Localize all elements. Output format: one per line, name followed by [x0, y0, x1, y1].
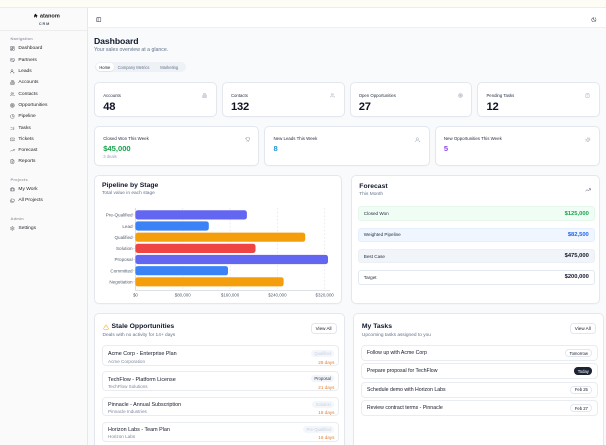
- svg-text:$240,000: $240,000: [268, 292, 287, 297]
- svg-text:$320,000: $320,000: [316, 292, 335, 297]
- svg-text:Proposal: Proposal: [114, 257, 132, 262]
- svg-text:$80,000: $80,000: [175, 292, 191, 297]
- svg-text:Qualified: Qualified: [114, 235, 133, 240]
- svg-text:Solution: Solution: [116, 246, 133, 251]
- svg-text:$160,000: $160,000: [221, 292, 240, 297]
- svg-text:Negotiation: Negotiation: [109, 280, 133, 285]
- svg-text:Lead: Lead: [122, 224, 133, 229]
- svg-text:Committed: Committed: [110, 268, 133, 273]
- svg-text:Pre-Qualified: Pre-Qualified: [106, 213, 133, 218]
- svg-text:$0: $0: [133, 292, 138, 297]
